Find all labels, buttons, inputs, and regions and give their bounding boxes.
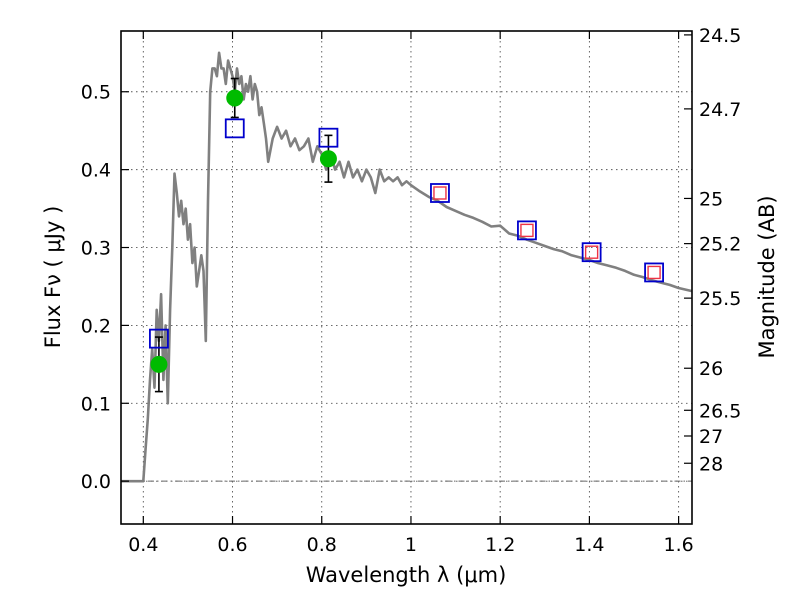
y-tick-label: 0.5 <box>81 82 111 104</box>
x-tick-label: 1.4 <box>574 534 604 556</box>
x-tick-label: 0.6 <box>217 534 247 556</box>
magnitude-tick-label: 28 <box>699 453 723 475</box>
tick-layer: 0.4 0.6 0.8 1 1.2 1.4 1.6 0.0 0.1 0.2 0.3 0.4 0.5 24.… <box>81 25 742 556</box>
magnitude-tick-label: 27 <box>699 426 723 448</box>
y-tick-label: 0.1 <box>81 393 111 415</box>
observed-flux-point <box>226 89 244 107</box>
magnitude-tick-label: 26.5 <box>699 400 741 422</box>
model-spectrum-line <box>121 51 693 483</box>
y-tick-label: 0.4 <box>81 160 111 182</box>
magnitude-tick-label: 24.7 <box>699 99 741 121</box>
synthetic-flux-marker <box>520 223 534 238</box>
synthetic-flux-marker <box>647 265 661 280</box>
model-band-flux-marker <box>149 328 169 349</box>
x-tick-label: 1.6 <box>664 534 694 556</box>
x-tick-label: 0.4 <box>128 534 158 556</box>
y-tick-label: 0.0 <box>81 471 111 493</box>
photometry-layer <box>149 77 664 393</box>
observed-flux-point <box>319 150 337 168</box>
model-band-flux-marker <box>430 183 450 203</box>
observed-flux-point <box>150 355 168 373</box>
model-band-flux-marker <box>517 220 537 241</box>
magnitude-tick-label: 25 <box>699 188 723 210</box>
y-axis-label: Flux Fν ( μJy ) <box>41 206 65 349</box>
magnitude-tick-label: 25.5 <box>699 288 741 310</box>
plot-frame <box>120 30 693 525</box>
y2-axis-label: Magnitude (AB) <box>755 195 779 358</box>
model-spectrum-layer <box>121 51 693 483</box>
magnitude-tick-label: 26 <box>699 358 723 380</box>
model-band-flux-marker <box>224 118 245 139</box>
x-tick-label: 1.2 <box>485 534 515 556</box>
synthetic-flux-marker <box>433 186 447 200</box>
x-axis-label: Wavelength λ (μm) <box>306 563 507 587</box>
magnitude-tick-label: 24.5 <box>699 25 741 47</box>
y-tick-label: 0.2 <box>81 315 111 337</box>
synthetic-flux-marker <box>584 245 599 259</box>
x-tick-label: 0.8 <box>307 534 337 556</box>
model-band-flux-marker <box>581 242 602 263</box>
magnitude-tick-label: 25.2 <box>699 234 741 256</box>
y-tick-label: 0.3 <box>81 238 111 260</box>
model-band-flux-marker <box>318 127 339 148</box>
model-band-flux-marker <box>644 262 664 283</box>
x-tick-label: 1 <box>405 534 417 556</box>
